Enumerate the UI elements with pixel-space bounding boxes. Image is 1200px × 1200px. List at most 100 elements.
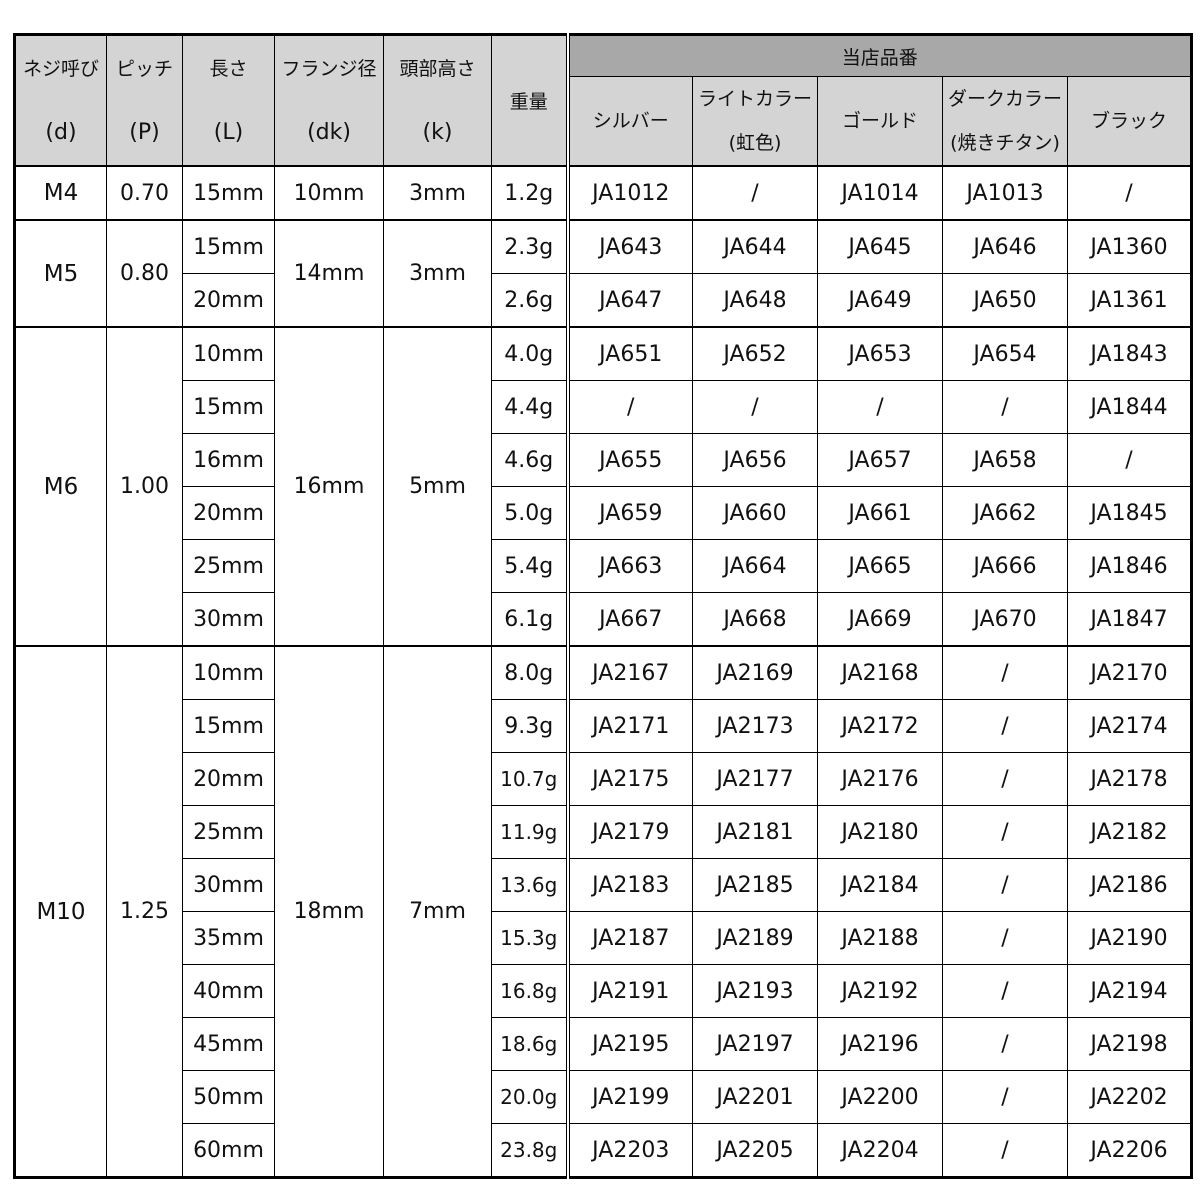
table-row: 60mm 23.8g JA2203 JA2205 JA2204/JA2206 (15, 1123, 1192, 1178)
cell-pitch: 1.25 (106, 645, 183, 1178)
cell-product-code: JA2196 (817, 1017, 943, 1071)
cell-product-code: JA2194 (1067, 964, 1192, 1018)
cell-head-height: 3mm (383, 219, 492, 328)
cell-length: 25mm (182, 539, 275, 593)
header-cell-spec: ピッチ (P) (106, 34, 183, 167)
cell-product-code: JA667 (565, 592, 693, 647)
cell-length: 15mm (182, 219, 275, 274)
header-product-group: 当店品番 (565, 34, 1192, 77)
cell-product-code: JA1843 (1067, 326, 1192, 381)
cell-product-code: JA2189 (692, 911, 818, 965)
cell-length: 15mm (182, 699, 275, 753)
table-row: 30mm 13.6g JA2183 JA2185 JA2184/JA2186 (15, 858, 1192, 912)
cell-product-code: JA2173 (692, 699, 818, 753)
table-row: 20mm 5.0g JA659 JA660 JA661 JA662 JA1845 (15, 486, 1192, 540)
cell-product-code: JA654 (942, 326, 1068, 381)
cell-product-code: JA662 (942, 486, 1068, 540)
cell-product-code: JA2177 (692, 752, 818, 806)
cell-product-code: JA2174 (1067, 699, 1192, 753)
cell-product-code: JA1361 (1067, 273, 1192, 328)
header-label: 長さ (209, 57, 248, 80)
table-row: 30mm 6.1g JA667 JA668 JA669 JA670 JA1847 (15, 592, 1192, 647)
header-label: 頭部高さ (399, 57, 476, 80)
cell-weight: 5.4g (491, 539, 568, 593)
table-row: M4 0.70 15mm 10mm 3mm 1.2g JA1012/JA1014 JA1013… (14, 165, 1192, 221)
cell-product-code: JA656 (692, 433, 818, 487)
cell-product-code: JA2198 (1067, 1017, 1192, 1071)
cell-length: 30mm (182, 592, 275, 647)
header-cell-color: ライトカラー (虹色) (692, 76, 818, 167)
color-label: ゴールド (841, 110, 918, 132)
header-unit: (P) (129, 119, 160, 145)
cell-weight: 16.8g (491, 964, 568, 1018)
table-row: 20mm 2.6g JA647 JA648 JA649 JA650 JA1361 (15, 273, 1192, 328)
cell-weight: 9.3g (491, 699, 568, 753)
cell-product-code: / (942, 805, 1068, 859)
cell-product-code: / (942, 380, 1068, 434)
color-sublabel: (焼きチタン) (950, 132, 1060, 154)
table-row: M5 0.80 15mm 14mm 3mm 2.3g JA643 JA644 JA645 JA64… (14, 219, 1192, 328)
cell-product-code: / (565, 380, 693, 434)
cell-pitch: 0.70 (106, 165, 183, 221)
cell-size: M5 (14, 219, 107, 328)
header-cell-spec: 頭部高さ (k) (383, 34, 492, 167)
cell-product-code: JA2202 (1067, 1070, 1192, 1124)
color-sublabel: (虹色) (728, 132, 782, 154)
cell-product-code: JA2181 (692, 805, 818, 859)
cell-product-code: / (942, 1017, 1068, 1071)
cell-product-code: JA1360 (1067, 219, 1192, 274)
cell-head-height: 5mm (383, 326, 492, 647)
cell-product-code: / (817, 380, 943, 434)
table-row: 15mm 4.4g / / / / JA1844 (15, 380, 1192, 434)
cell-product-code: JA659 (565, 486, 693, 540)
cell-length: 15mm (182, 165, 275, 221)
cell-length: 45mm (182, 1017, 275, 1071)
cell-weight: 11.9g (491, 805, 568, 859)
cell-weight: 1.2g (491, 165, 568, 221)
cell-weight: 4.4g (491, 380, 568, 434)
cell-product-code: JA648 (692, 273, 818, 328)
header-label: ピッチ (115, 57, 173, 80)
cell-flange: 10mm (274, 165, 384, 221)
table-row: 20mm 10.7g JA2175 JA2177 JA2176/JA2178 (15, 752, 1192, 806)
cell-product-code: JA653 (817, 326, 943, 381)
cell-product-code: JA1013 (942, 165, 1068, 221)
header-unit: (d) (45, 119, 77, 145)
cell-product-code: JA2191 (565, 964, 693, 1018)
cell-weight: 2.6g (491, 273, 568, 328)
cell-product-code: / (942, 1070, 1068, 1124)
cell-product-code: JA2187 (565, 911, 693, 965)
cell-weight: 20.0g (491, 1070, 568, 1124)
cell-product-code: JA2182 (1067, 805, 1192, 859)
cell-product-code: JA1014 (817, 165, 943, 221)
cell-length: 15mm (182, 380, 275, 434)
header-row-colors: シルバー ライトカラー (虹色) ゴールド ダークカラー (焼きチタン) ブラック (15, 76, 1192, 167)
cell-product-code: JA652 (692, 326, 818, 381)
cell-product-code: JA1012 (565, 165, 693, 221)
cell-product-code: / (942, 1123, 1068, 1178)
cell-product-code: JA655 (565, 433, 693, 487)
header-cell-color: ブラック (1067, 76, 1192, 167)
cell-product-code: JA2175 (565, 752, 693, 806)
table-row: 16mm 4.6g JA655 JA656 JA657 JA658/ (15, 433, 1192, 487)
cell-product-code: JA657 (817, 433, 943, 487)
cell-flange: 18mm (274, 645, 384, 1178)
header-cell-spec: フランジ径 (dk) (274, 34, 384, 167)
table-row: 15mm 9.3g JA2171 JA2173 JA2172/JA2174 (15, 699, 1192, 753)
cell-product-code: JA660 (692, 486, 818, 540)
header-cell-weight: 重量 (491, 34, 568, 167)
table-row: 25mm 5.4g JA663 JA664 JA665 JA666 JA1846 (15, 539, 1192, 593)
cell-product-code: JA2199 (565, 1070, 693, 1124)
cell-product-code: JA658 (942, 433, 1068, 487)
cell-product-code: JA2205 (692, 1123, 818, 1178)
header-unit: (L) (213, 119, 244, 145)
cell-product-code: JA661 (817, 486, 943, 540)
cell-product-code: JA2180 (817, 805, 943, 859)
table-row: M10 1.25 10mm 18mm 7mm 8.0g JA2167 JA2169 JA2168… (14, 645, 1192, 1178)
header-cell-color: ゴールド (817, 76, 943, 167)
cell-product-code: JA670 (942, 592, 1068, 647)
cell-product-code: JA665 (817, 539, 943, 593)
cell-length: 30mm (182, 858, 275, 912)
cell-weight: 5.0g (491, 486, 568, 540)
cell-product-code: JA2167 (565, 645, 693, 700)
